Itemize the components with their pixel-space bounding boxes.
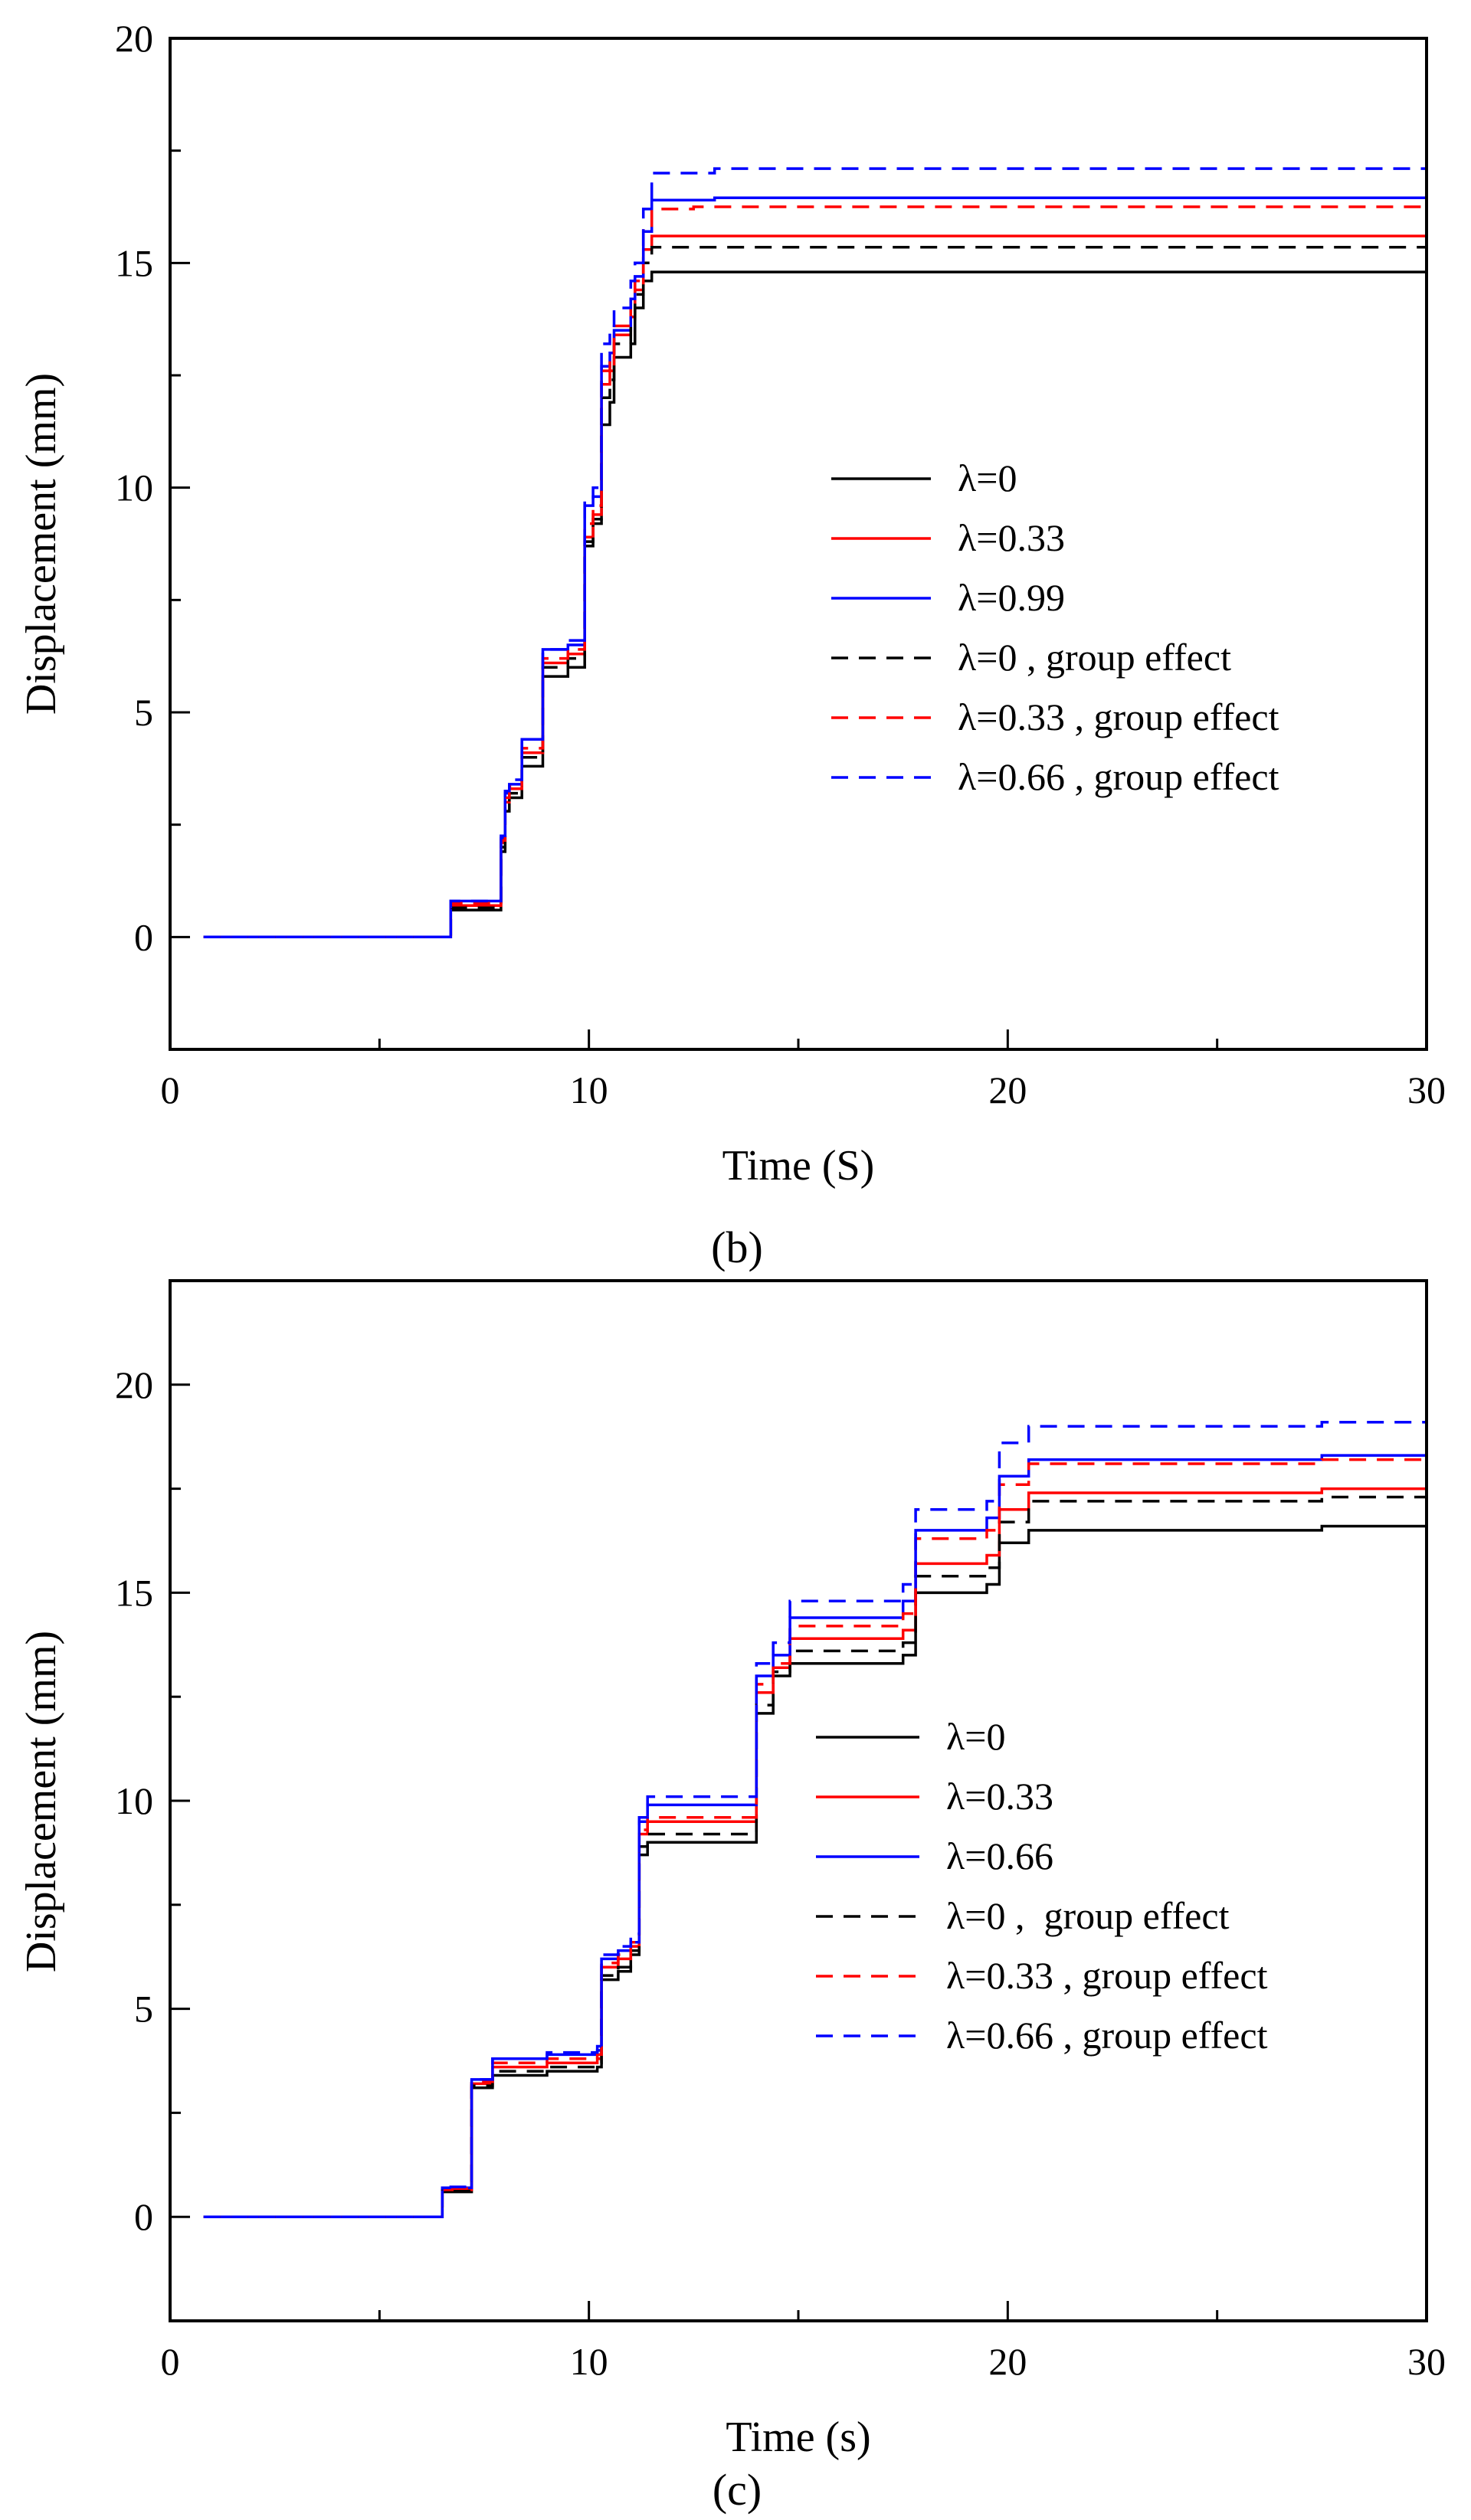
series-line-c-2 [203, 1449, 1428, 2218]
chart-panel-c: 0 10 20 30 0 5 10 15 20 λ=0 λ=0.33 λ=0.66 λ=0 , gro… [18, 1279, 1446, 2515]
x-tick-label: 20 [988, 1069, 1027, 1111]
series-group-b [203, 167, 1427, 939]
legend-label-b-0: λ=0 [958, 457, 1017, 499]
panel-label-c: (c) [713, 2465, 762, 2515]
legend-label-b-2: λ=0.99 [958, 576, 1065, 619]
legend-b: λ=0 λ=0.33 λ=0.99 λ=0 , group effect λ=0.33 … [831, 457, 1279, 798]
series-line-b-1 [203, 234, 1427, 939]
y-tick-label: 10 [115, 466, 153, 509]
legend-c: λ=0 λ=0.33 λ=0.66 λ=0 , group effect λ=0.33 … [816, 1715, 1268, 2057]
ticks-c: 0 10 20 30 0 5 10 15 20 [115, 1279, 1446, 2383]
legend-label-b-1: λ=0.33 [958, 516, 1065, 559]
legend-label-c-3: λ=0 , group effect [946, 1894, 1230, 1937]
x-tick-label: 10 [570, 2340, 608, 2383]
x-axis-title-c: Time (s) [726, 2414, 870, 2461]
legend-label-c-1: λ=0.33 [946, 1775, 1053, 1818]
x-tick-label: 30 [1407, 1069, 1446, 1111]
panel-label-b: (b) [711, 1222, 763, 1272]
x-tick-label: 20 [988, 2340, 1027, 2383]
legend-label-c-5: λ=0.66 , group effect [946, 2014, 1268, 2057]
series-line-b-5 [203, 167, 1427, 939]
series-line-c-5 [203, 1412, 1428, 2218]
y-tick-label: 15 [115, 1571, 153, 1614]
chart-panel-b: 0 10 20 30 0 5 10 15 20 λ=0 λ=0.33 λ=0.99 λ=0 , gro… [18, 17, 1446, 1272]
series-line-b-2 [203, 196, 1427, 939]
plot-frame-b [169, 37, 1428, 1051]
y-tick-label: 15 [115, 241, 153, 284]
x-tick-label: 0 [161, 1069, 180, 1111]
series-line-c-1 [203, 1486, 1428, 2218]
series-line-b-4 [203, 205, 1427, 939]
legend-label-c-2: λ=0.66 [946, 1834, 1053, 1877]
y-tick-label: 0 [134, 2195, 153, 2238]
y-tick-label: 0 [134, 915, 153, 958]
y-tick-label: 5 [134, 691, 153, 734]
series-line-c-4 [203, 1453, 1428, 2218]
plot-frame-c [169, 1279, 1428, 2322]
x-tick-label: 30 [1407, 2340, 1446, 2383]
y-tick-label: 5 [134, 1988, 153, 2031]
series-line-c-3 [203, 1493, 1428, 2218]
x-axis-title-b: Time (S) [722, 1142, 875, 1190]
x-tick-label: 0 [161, 2340, 180, 2383]
legend-label-c-4: λ=0.33 , group effect [946, 1954, 1268, 1997]
series-group-c [203, 1412, 1428, 2218]
series-line-b-0 [203, 270, 1427, 939]
x-tick-label: 10 [570, 1069, 608, 1111]
series-line-b-3 [203, 246, 1427, 939]
legend-label-b-5: λ=0.66 , group effect [958, 755, 1279, 798]
ticks-b: 0 10 20 30 0 5 10 15 20 [115, 17, 1446, 1111]
legend-label-c-0: λ=0 [946, 1715, 1005, 1758]
y-tick-label: 10 [115, 1779, 153, 1822]
series-line-c-0 [203, 1524, 1427, 2218]
y-tick-label: 20 [115, 1363, 153, 1406]
y-axis-title-b: Displacement (mm) [18, 373, 65, 715]
legend-label-b-3: λ=0 , group effect [958, 636, 1231, 679]
y-tick-label: 20 [115, 17, 153, 60]
y-axis-title-c: Displacement (mm) [18, 1631, 65, 1972]
legend-label-b-4: λ=0.33 , group effect [958, 695, 1279, 738]
